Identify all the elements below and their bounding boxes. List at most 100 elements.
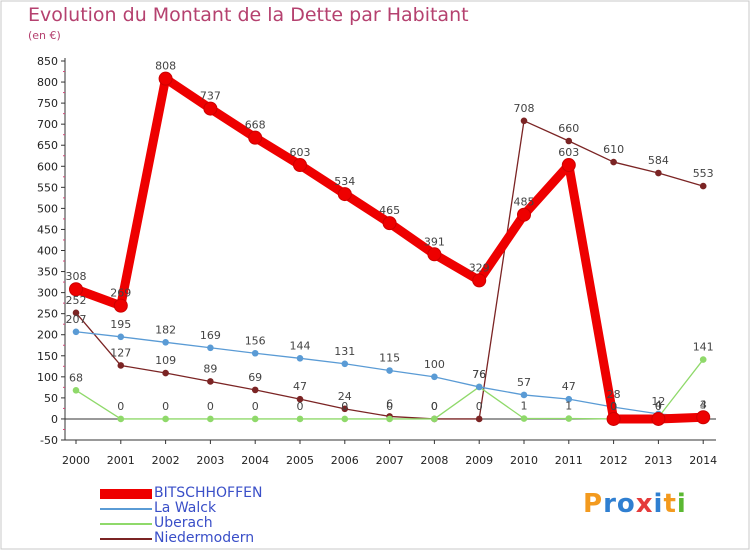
data-point (382, 216, 397, 231)
logo-letter: i (676, 489, 687, 519)
data-label: 252 (66, 294, 87, 307)
data-point (610, 158, 617, 166)
data-label: 0 (610, 400, 617, 413)
y-tick-label: 300 (37, 287, 58, 300)
data-point (72, 309, 80, 317)
y-tick-label: 700 (37, 118, 58, 131)
y-tick-label: 750 (37, 97, 58, 110)
data-point (431, 415, 438, 423)
data-label: 0 (476, 400, 483, 413)
data-label: 584 (648, 154, 669, 167)
y-tick-label: 550 (37, 181, 58, 194)
data-label: 169 (200, 329, 221, 342)
data-label: 668 (245, 119, 266, 132)
data-point (207, 378, 214, 385)
data-label: 0 (162, 400, 169, 413)
data-label: 69 (248, 371, 262, 384)
data-label: 391 (424, 235, 445, 248)
x-tick-label: 2013 (644, 454, 672, 467)
data-label: 4 (655, 398, 662, 411)
data-label: 0 (252, 400, 259, 413)
x-tick-label: 2000 (62, 454, 90, 467)
data-point (699, 356, 707, 363)
data-point (696, 410, 711, 425)
data-point (113, 298, 128, 313)
data-point (606, 411, 621, 426)
data-label: 76 (472, 368, 486, 381)
data-point (520, 117, 528, 125)
data-point (517, 207, 531, 222)
data-point (565, 395, 573, 403)
data-point (655, 169, 662, 177)
legend-swatch (100, 523, 152, 525)
data-point (207, 415, 214, 423)
data-label: 156 (245, 334, 266, 347)
data-label: 660 (558, 122, 579, 135)
chart-subtitle: (en €) (28, 29, 61, 42)
x-tick-label: 2014 (689, 454, 717, 467)
data-point (248, 130, 263, 145)
y-tick-label: 50 (44, 392, 58, 405)
legend-label: Niedermodern (154, 530, 255, 546)
data-label: 141 (693, 341, 714, 354)
data-point (207, 344, 214, 352)
x-tick-label: 2012 (600, 454, 628, 467)
data-label: 207 (66, 313, 87, 326)
data-label: 465 (379, 204, 400, 217)
y-tick-label: 600 (37, 160, 58, 173)
y-tick-label: -50 (40, 434, 58, 447)
data-label: 89 (203, 362, 217, 375)
data-label: 115 (379, 352, 400, 365)
logo-letter: o (616, 489, 636, 519)
data-point (561, 158, 576, 173)
data-label: 109 (155, 354, 176, 367)
data-point (565, 415, 573, 422)
y-tick-label: 500 (37, 202, 58, 215)
data-label: 195 (110, 318, 131, 331)
data-label: 144 (290, 339, 311, 352)
data-label: 737 (200, 90, 221, 103)
data-label: 47 (562, 380, 576, 393)
data-label: 28 (607, 388, 621, 401)
data-label: 182 (155, 323, 176, 336)
x-tick-label: 2007 (376, 454, 404, 467)
data-point (341, 405, 349, 413)
data-label: 131 (334, 345, 355, 358)
data-label: 329 (469, 261, 490, 274)
data-label: 0 (610, 400, 617, 413)
y-tick-label: 400 (37, 245, 58, 258)
data-label: 76 (472, 368, 486, 381)
data-point (341, 360, 349, 368)
data-label: 6 (386, 397, 393, 410)
data-point (341, 415, 349, 423)
x-tick-label: 2002 (152, 454, 180, 467)
logo-letter: r (603, 489, 617, 519)
data-point (565, 137, 573, 145)
proxiti-logo: Proxiti (583, 489, 687, 519)
data-label: 12 (651, 395, 665, 408)
x-tick-label: 2011 (555, 454, 583, 467)
chart-title: Evolution du Montant de la Dette par Hab… (28, 4, 469, 26)
data-point (117, 333, 125, 341)
logo-letter: x (635, 489, 654, 519)
x-tick-label: 2001 (107, 454, 135, 467)
y-tick-label: 350 (37, 266, 58, 279)
data-point (475, 415, 483, 423)
x-tick-label: 2004 (241, 454, 269, 467)
data-point (651, 411, 666, 426)
data-point (158, 71, 173, 86)
axes: -500501001502002503003504004505005506006… (37, 55, 717, 467)
data-label: 603 (290, 146, 311, 159)
data-label: 610 (603, 143, 624, 156)
legend-label: BITSCHHOFFEN (154, 485, 263, 501)
y-tick-label: 100 (37, 371, 58, 384)
data-point (475, 383, 483, 391)
data-label: 0 (297, 400, 304, 413)
y-tick-label: 800 (37, 76, 58, 89)
data-point (251, 386, 259, 394)
data-label: 485 (514, 196, 535, 209)
data-label: 0 (207, 400, 214, 413)
